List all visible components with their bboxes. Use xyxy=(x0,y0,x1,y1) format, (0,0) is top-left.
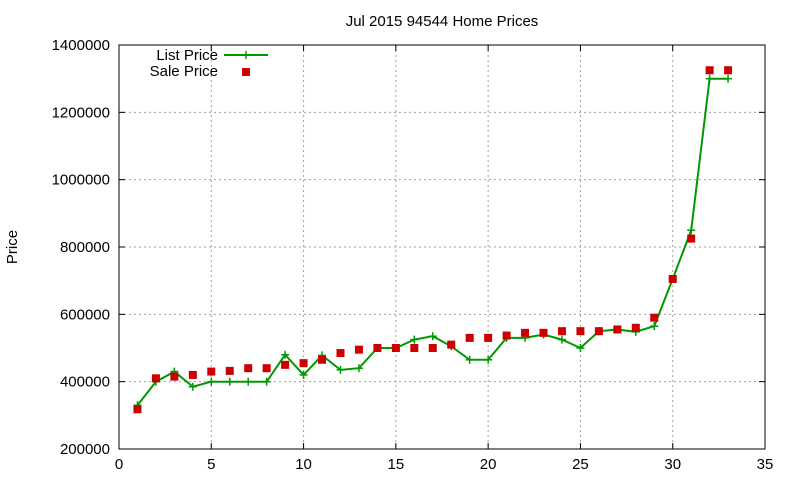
y-tick-label: 400000 xyxy=(60,374,110,391)
point-sale-price xyxy=(262,364,271,373)
point-sale-price xyxy=(668,274,677,283)
point-sale-price xyxy=(557,327,566,336)
point-list-price xyxy=(336,365,345,374)
point-sale-price xyxy=(576,327,585,336)
point-list-price xyxy=(705,74,714,83)
point-sale-price xyxy=(299,359,308,368)
legend-marker-list-price xyxy=(242,51,250,59)
point-sale-price xyxy=(521,328,530,337)
point-sale-price xyxy=(650,313,659,322)
point-sale-price xyxy=(410,344,419,352)
legend-sample-list-price xyxy=(224,51,268,59)
point-list-price xyxy=(281,350,290,359)
point-sale-price xyxy=(631,323,640,332)
y-tick-label: 1200000 xyxy=(52,104,110,121)
legend: List Price Sale Price xyxy=(150,47,268,80)
point-list-price xyxy=(410,335,419,344)
point-list-price xyxy=(354,364,363,373)
x-tick-label: 35 xyxy=(757,456,774,473)
point-sale-price xyxy=(687,234,696,243)
point-sale-price xyxy=(391,344,400,352)
point-sale-price xyxy=(318,355,327,364)
point-sale-price xyxy=(613,325,622,334)
point-list-price xyxy=(557,335,566,344)
point-sale-price xyxy=(188,370,197,379)
point-sale-price xyxy=(244,364,253,373)
point-list-price xyxy=(428,332,437,341)
legend-sample-sale-price xyxy=(242,68,250,76)
x-tick-label: 10 xyxy=(295,456,312,473)
x-tick-label: 25 xyxy=(572,456,589,473)
y-tick-label: 800000 xyxy=(60,239,110,256)
plot-frame xyxy=(118,44,766,450)
point-sale-price xyxy=(539,328,548,337)
y-tick-label: 1400000 xyxy=(52,37,110,54)
series-line-list-price xyxy=(136,77,729,406)
legend-label-list-price: List Price xyxy=(156,47,218,64)
point-sale-price xyxy=(705,66,714,75)
y-tick-label: 1000000 xyxy=(52,172,110,189)
point-list-price xyxy=(244,377,253,386)
grid-lines xyxy=(119,45,765,449)
point-list-price xyxy=(465,355,474,364)
point-sale-price xyxy=(724,66,733,75)
point-list-price xyxy=(188,382,197,391)
point-sale-price xyxy=(354,345,363,354)
point-sale-price xyxy=(484,333,493,342)
point-sale-price xyxy=(225,366,234,375)
point-sale-price xyxy=(373,344,382,352)
point-sale-price xyxy=(502,331,511,340)
x-tick-label: 20 xyxy=(480,456,497,473)
point-list-price xyxy=(650,322,659,331)
point-sale-price xyxy=(465,333,474,342)
point-sale-price xyxy=(428,344,437,352)
point-list-price xyxy=(576,344,585,352)
legend-label-sale-price: Sale Price xyxy=(150,63,218,80)
y-tick-label: 200000 xyxy=(60,441,110,458)
point-list-price xyxy=(687,226,696,235)
point-sale-price xyxy=(336,349,345,358)
chart-title: Jul 2015 94544 Home Prices xyxy=(346,13,539,30)
x-tick-label: 30 xyxy=(664,456,681,473)
tick-labels: 0 5 10 15 20 25 30 35 200000 400000 600000 800000 10… xyxy=(52,37,774,473)
x-tick-label: 5 xyxy=(207,456,215,473)
point-sale-price xyxy=(594,327,603,336)
point-list-price xyxy=(262,377,271,386)
point-list-price xyxy=(207,377,216,386)
y-tick-label: 600000 xyxy=(60,306,110,323)
series-layer xyxy=(133,66,733,414)
point-sale-price xyxy=(207,367,216,376)
point-sale-price xyxy=(151,374,160,383)
point-list-price xyxy=(299,370,308,379)
point-sale-price xyxy=(170,372,179,381)
point-sale-price xyxy=(281,360,290,369)
point-list-price xyxy=(724,74,733,83)
point-list-price xyxy=(225,377,234,386)
x-tick-label: 15 xyxy=(388,456,405,473)
point-list-price xyxy=(484,355,493,364)
x-tick-label: 0 xyxy=(115,456,123,473)
point-sale-price xyxy=(447,340,456,349)
legend-marker-sale-price xyxy=(242,68,250,76)
y-axis-label: Price xyxy=(4,230,21,264)
point-sale-price xyxy=(133,405,142,414)
